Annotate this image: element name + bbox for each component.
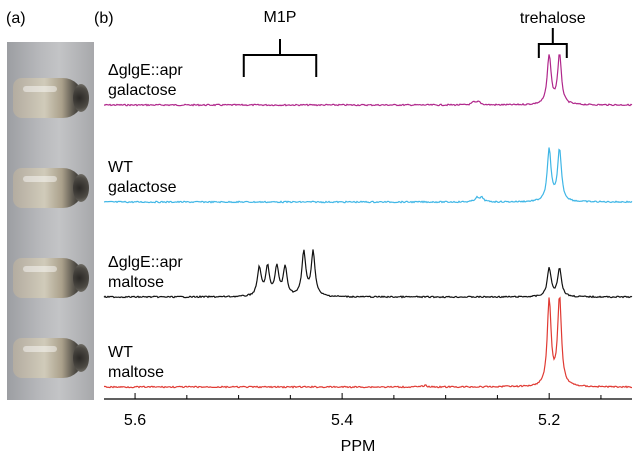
trace-label-line: WT — [108, 159, 133, 176]
x-axis: 5.6 5.4 5.2 PPM — [104, 393, 632, 455]
panel-b-label: (b) — [94, 10, 114, 27]
vial-image — [13, 252, 91, 304]
trace-label-line: ΔglgE::apr — [108, 254, 183, 271]
x-tick-label: 5.6 — [124, 412, 146, 429]
vial-photo — [7, 42, 94, 400]
trace-label-line: galactose — [108, 179, 177, 196]
trace-label-line: galactose — [108, 82, 177, 99]
annotation-label: M1P — [264, 9, 297, 26]
peak-annotations: M1P trehalose — [242, 9, 586, 77]
spectrum-trace — [103, 249, 633, 299]
vial-image — [13, 162, 91, 214]
x-axis-title: PPM — [341, 438, 376, 455]
x-tick-label: 5.4 — [331, 412, 353, 429]
spectra-traces — [103, 54, 633, 389]
spectrum-trace — [103, 54, 633, 107]
trace-label-line: ΔglgE::apr — [108, 62, 183, 79]
trace-labels: ΔglgE::aprgalactoseWTgalactoseΔglgE::apr… — [108, 62, 183, 381]
panel-a-label: (a) — [6, 10, 26, 27]
trace-label-line: WT — [108, 344, 133, 361]
trace-label-line: maltose — [108, 274, 164, 291]
trace-label-line: maltose — [108, 364, 164, 381]
annotation-bracket — [242, 39, 318, 77]
vial-image — [13, 72, 91, 124]
x-tick-label: 5.2 — [538, 412, 560, 429]
annotation-label: trehalose — [520, 10, 586, 27]
spectrum-trace — [103, 296, 632, 389]
annotation-bracket — [537, 28, 568, 58]
spectrum-trace — [103, 147, 633, 204]
vial-image — [13, 332, 91, 384]
